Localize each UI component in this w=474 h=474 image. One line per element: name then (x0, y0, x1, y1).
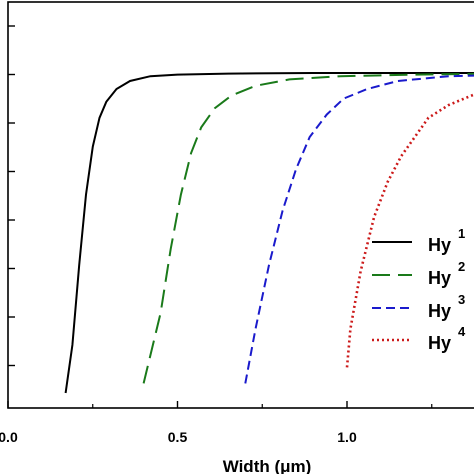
series-layer (64, 72, 474, 394)
x-tick-label: 1.0 (337, 429, 357, 445)
x-axis-ticks: 0.00.51.01.52.02.5 (0, 401, 433, 445)
legend-label-4: Hy (428, 333, 451, 353)
series-line-4 (345, 93, 474, 368)
series-line-2 (142, 72, 474, 384)
legend-sup-1: 1 (458, 226, 465, 241)
x-tick-label: 0.5 (168, 429, 188, 445)
legend-sup-2: 2 (458, 259, 465, 274)
legend-label-3: Hy (428, 301, 451, 321)
legend-sup-4: 4 (458, 324, 466, 339)
legend-label-1: Hy (428, 235, 451, 255)
legend-label-2: Hy (428, 268, 451, 288)
plot-frame (7, 1, 474, 409)
series-line-1 (64, 72, 474, 394)
legend: Hy 1 Hy 2 Hy 3 Hy 4 (372, 226, 466, 353)
x-tick-label: 0.0 (0, 429, 18, 445)
x-axis-title: Width (μm) (223, 457, 312, 474)
y-axis-ticks (8, 25, 15, 367)
legend-sup-3: 3 (458, 292, 465, 307)
